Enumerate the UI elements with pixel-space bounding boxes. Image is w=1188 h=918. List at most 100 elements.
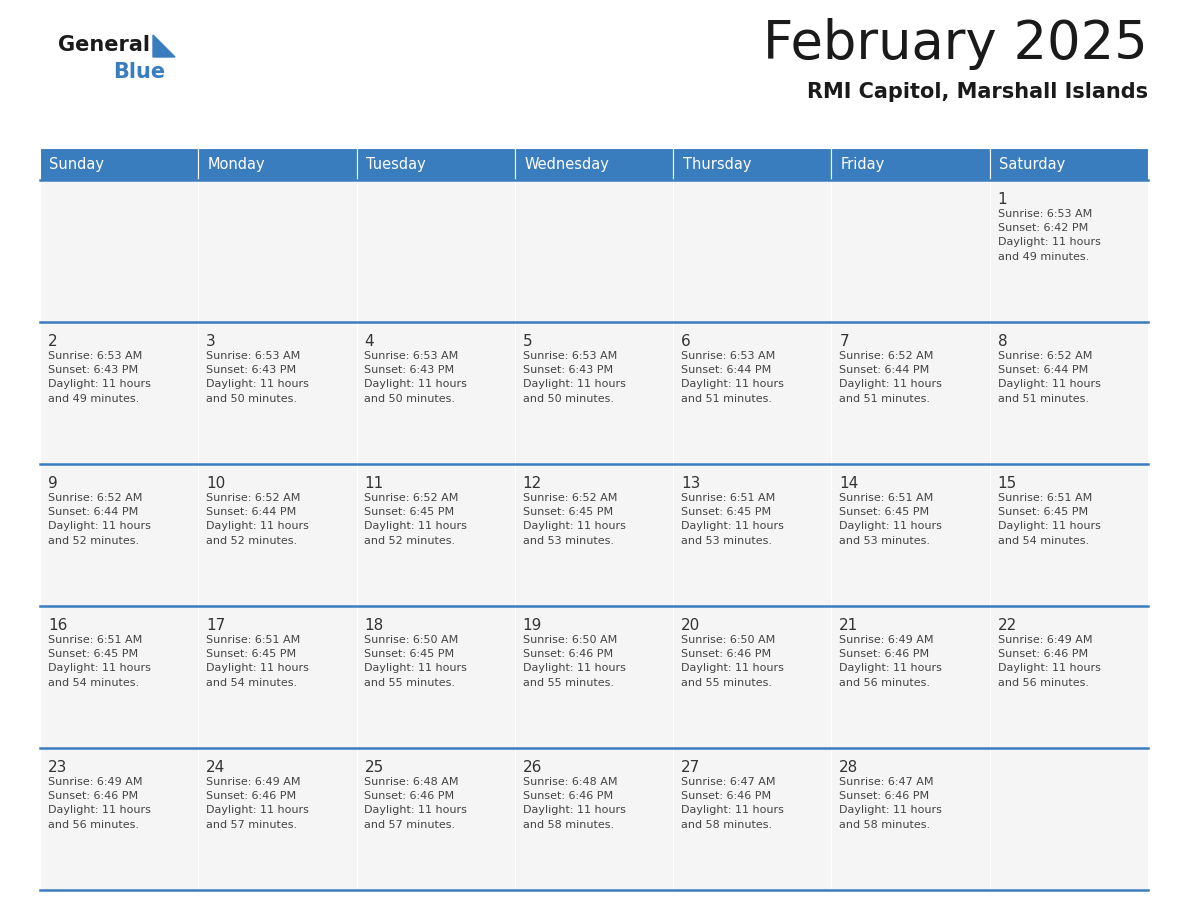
Text: 23: 23 bbox=[48, 759, 68, 775]
Text: Sunrise: 6:51 AM
Sunset: 6:45 PM
Daylight: 11 hours
and 54 minutes.: Sunrise: 6:51 AM Sunset: 6:45 PM Dayligh… bbox=[48, 634, 151, 688]
Text: 12: 12 bbox=[523, 476, 542, 490]
Text: Sunrise: 6:51 AM
Sunset: 6:45 PM
Daylight: 11 hours
and 53 minutes.: Sunrise: 6:51 AM Sunset: 6:45 PM Dayligh… bbox=[681, 493, 784, 545]
Text: Sunrise: 6:48 AM
Sunset: 6:46 PM
Daylight: 11 hours
and 57 minutes.: Sunrise: 6:48 AM Sunset: 6:46 PM Dayligh… bbox=[365, 777, 467, 830]
FancyBboxPatch shape bbox=[674, 606, 832, 748]
FancyBboxPatch shape bbox=[40, 322, 198, 464]
Text: Sunrise: 6:49 AM
Sunset: 6:46 PM
Daylight: 11 hours
and 56 minutes.: Sunrise: 6:49 AM Sunset: 6:46 PM Dayligh… bbox=[998, 634, 1100, 688]
FancyBboxPatch shape bbox=[832, 322, 990, 464]
FancyBboxPatch shape bbox=[514, 748, 674, 890]
FancyBboxPatch shape bbox=[990, 148, 1148, 180]
Text: Friday: Friday bbox=[841, 156, 885, 172]
Text: 3: 3 bbox=[207, 333, 216, 349]
FancyBboxPatch shape bbox=[674, 748, 832, 890]
Text: 19: 19 bbox=[523, 618, 542, 633]
Text: Tuesday: Tuesday bbox=[366, 156, 425, 172]
Text: Sunrise: 6:53 AM
Sunset: 6:42 PM
Daylight: 11 hours
and 49 minutes.: Sunrise: 6:53 AM Sunset: 6:42 PM Dayligh… bbox=[998, 208, 1100, 262]
FancyBboxPatch shape bbox=[990, 180, 1148, 322]
Text: 5: 5 bbox=[523, 333, 532, 349]
Text: Sunrise: 6:52 AM
Sunset: 6:44 PM
Daylight: 11 hours
and 51 minutes.: Sunrise: 6:52 AM Sunset: 6:44 PM Dayligh… bbox=[998, 351, 1100, 404]
FancyBboxPatch shape bbox=[198, 748, 356, 890]
FancyBboxPatch shape bbox=[40, 180, 198, 322]
FancyBboxPatch shape bbox=[674, 464, 832, 606]
Text: 22: 22 bbox=[998, 618, 1017, 633]
FancyBboxPatch shape bbox=[990, 748, 1148, 890]
Text: 27: 27 bbox=[681, 759, 700, 775]
Text: Sunrise: 6:47 AM
Sunset: 6:46 PM
Daylight: 11 hours
and 58 minutes.: Sunrise: 6:47 AM Sunset: 6:46 PM Dayligh… bbox=[840, 777, 942, 830]
FancyBboxPatch shape bbox=[40, 748, 198, 890]
Text: Sunrise: 6:53 AM
Sunset: 6:43 PM
Daylight: 11 hours
and 50 minutes.: Sunrise: 6:53 AM Sunset: 6:43 PM Dayligh… bbox=[365, 351, 467, 404]
FancyBboxPatch shape bbox=[356, 322, 514, 464]
Text: Thursday: Thursday bbox=[683, 156, 751, 172]
Text: Wednesday: Wednesday bbox=[524, 156, 609, 172]
Text: 25: 25 bbox=[365, 759, 384, 775]
Text: Monday: Monday bbox=[208, 156, 265, 172]
Text: 21: 21 bbox=[840, 618, 859, 633]
Text: 13: 13 bbox=[681, 476, 701, 490]
FancyBboxPatch shape bbox=[356, 148, 514, 180]
Text: 24: 24 bbox=[207, 759, 226, 775]
Text: 28: 28 bbox=[840, 759, 859, 775]
Text: 14: 14 bbox=[840, 476, 859, 490]
FancyBboxPatch shape bbox=[832, 464, 990, 606]
FancyBboxPatch shape bbox=[514, 322, 674, 464]
FancyBboxPatch shape bbox=[990, 606, 1148, 748]
Text: 17: 17 bbox=[207, 618, 226, 633]
Text: Sunrise: 6:47 AM
Sunset: 6:46 PM
Daylight: 11 hours
and 58 minutes.: Sunrise: 6:47 AM Sunset: 6:46 PM Dayligh… bbox=[681, 777, 784, 830]
Text: Sunrise: 6:53 AM
Sunset: 6:43 PM
Daylight: 11 hours
and 50 minutes.: Sunrise: 6:53 AM Sunset: 6:43 PM Dayligh… bbox=[207, 351, 309, 404]
Text: Sunrise: 6:52 AM
Sunset: 6:44 PM
Daylight: 11 hours
and 51 minutes.: Sunrise: 6:52 AM Sunset: 6:44 PM Dayligh… bbox=[840, 351, 942, 404]
FancyBboxPatch shape bbox=[832, 180, 990, 322]
Text: Sunrise: 6:49 AM
Sunset: 6:46 PM
Daylight: 11 hours
and 56 minutes.: Sunrise: 6:49 AM Sunset: 6:46 PM Dayligh… bbox=[840, 634, 942, 688]
Text: Blue: Blue bbox=[113, 62, 165, 82]
Text: Sunday: Sunday bbox=[50, 156, 105, 172]
Text: 8: 8 bbox=[998, 333, 1007, 349]
Text: Sunrise: 6:51 AM
Sunset: 6:45 PM
Daylight: 11 hours
and 54 minutes.: Sunrise: 6:51 AM Sunset: 6:45 PM Dayligh… bbox=[998, 493, 1100, 545]
Text: 9: 9 bbox=[48, 476, 58, 490]
FancyBboxPatch shape bbox=[990, 464, 1148, 606]
Text: Sunrise: 6:52 AM
Sunset: 6:45 PM
Daylight: 11 hours
and 52 minutes.: Sunrise: 6:52 AM Sunset: 6:45 PM Dayligh… bbox=[365, 493, 467, 545]
FancyBboxPatch shape bbox=[514, 148, 674, 180]
Text: General: General bbox=[58, 35, 150, 55]
Text: Sunrise: 6:52 AM
Sunset: 6:45 PM
Daylight: 11 hours
and 53 minutes.: Sunrise: 6:52 AM Sunset: 6:45 PM Dayligh… bbox=[523, 493, 626, 545]
FancyBboxPatch shape bbox=[674, 148, 832, 180]
FancyBboxPatch shape bbox=[832, 606, 990, 748]
Text: Sunrise: 6:52 AM
Sunset: 6:44 PM
Daylight: 11 hours
and 52 minutes.: Sunrise: 6:52 AM Sunset: 6:44 PM Dayligh… bbox=[48, 493, 151, 545]
Text: Saturday: Saturday bbox=[999, 156, 1066, 172]
Text: Sunrise: 6:49 AM
Sunset: 6:46 PM
Daylight: 11 hours
and 57 minutes.: Sunrise: 6:49 AM Sunset: 6:46 PM Dayligh… bbox=[207, 777, 309, 830]
FancyBboxPatch shape bbox=[514, 606, 674, 748]
FancyBboxPatch shape bbox=[40, 148, 198, 180]
FancyBboxPatch shape bbox=[832, 748, 990, 890]
FancyBboxPatch shape bbox=[198, 464, 356, 606]
FancyBboxPatch shape bbox=[40, 464, 198, 606]
FancyBboxPatch shape bbox=[198, 606, 356, 748]
Text: 26: 26 bbox=[523, 759, 542, 775]
Text: 2: 2 bbox=[48, 333, 57, 349]
Text: 7: 7 bbox=[840, 333, 849, 349]
FancyBboxPatch shape bbox=[674, 322, 832, 464]
Text: February 2025: February 2025 bbox=[763, 18, 1148, 70]
Text: Sunrise: 6:53 AM
Sunset: 6:44 PM
Daylight: 11 hours
and 51 minutes.: Sunrise: 6:53 AM Sunset: 6:44 PM Dayligh… bbox=[681, 351, 784, 404]
FancyBboxPatch shape bbox=[514, 180, 674, 322]
FancyBboxPatch shape bbox=[356, 606, 514, 748]
FancyBboxPatch shape bbox=[514, 464, 674, 606]
Text: Sunrise: 6:53 AM
Sunset: 6:43 PM
Daylight: 11 hours
and 50 minutes.: Sunrise: 6:53 AM Sunset: 6:43 PM Dayligh… bbox=[523, 351, 626, 404]
Text: 1: 1 bbox=[998, 192, 1007, 207]
FancyBboxPatch shape bbox=[198, 148, 356, 180]
FancyBboxPatch shape bbox=[990, 322, 1148, 464]
Text: 6: 6 bbox=[681, 333, 690, 349]
Polygon shape bbox=[153, 35, 175, 57]
Text: Sunrise: 6:51 AM
Sunset: 6:45 PM
Daylight: 11 hours
and 53 minutes.: Sunrise: 6:51 AM Sunset: 6:45 PM Dayligh… bbox=[840, 493, 942, 545]
Text: Sunrise: 6:49 AM
Sunset: 6:46 PM
Daylight: 11 hours
and 56 minutes.: Sunrise: 6:49 AM Sunset: 6:46 PM Dayligh… bbox=[48, 777, 151, 830]
FancyBboxPatch shape bbox=[356, 180, 514, 322]
Text: Sunrise: 6:48 AM
Sunset: 6:46 PM
Daylight: 11 hours
and 58 minutes.: Sunrise: 6:48 AM Sunset: 6:46 PM Dayligh… bbox=[523, 777, 626, 830]
Text: 20: 20 bbox=[681, 618, 700, 633]
Text: RMI Capitol, Marshall Islands: RMI Capitol, Marshall Islands bbox=[807, 82, 1148, 102]
FancyBboxPatch shape bbox=[356, 748, 514, 890]
FancyBboxPatch shape bbox=[832, 148, 990, 180]
Text: Sunrise: 6:53 AM
Sunset: 6:43 PM
Daylight: 11 hours
and 49 minutes.: Sunrise: 6:53 AM Sunset: 6:43 PM Dayligh… bbox=[48, 351, 151, 404]
Text: 18: 18 bbox=[365, 618, 384, 633]
FancyBboxPatch shape bbox=[198, 180, 356, 322]
FancyBboxPatch shape bbox=[674, 180, 832, 322]
FancyBboxPatch shape bbox=[198, 322, 356, 464]
Text: Sunrise: 6:52 AM
Sunset: 6:44 PM
Daylight: 11 hours
and 52 minutes.: Sunrise: 6:52 AM Sunset: 6:44 PM Dayligh… bbox=[207, 493, 309, 545]
Text: Sunrise: 6:50 AM
Sunset: 6:46 PM
Daylight: 11 hours
and 55 minutes.: Sunrise: 6:50 AM Sunset: 6:46 PM Dayligh… bbox=[523, 634, 626, 688]
